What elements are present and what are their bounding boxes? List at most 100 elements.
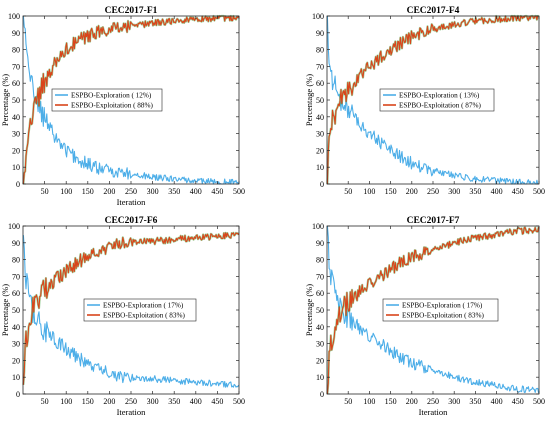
chart-panel-4: 0 10 20 30 40 50 60 70 80 90 100 50 100 150 200 250 300 3… [304, 216, 545, 417]
legend: ESPBO-Exploration ( 17%) ESPBO-Exploitati… [382, 298, 499, 322]
x-tick-label: 400 [190, 397, 202, 406]
series-line-exploration [22, 235, 240, 388]
x-tick-label: 350 [469, 187, 481, 196]
x-tick-label: 100 [60, 397, 72, 406]
y-tick-label: 70 [12, 272, 20, 281]
x-tick-label: 50 [41, 397, 49, 406]
y-tick-label: 40 [316, 113, 324, 122]
y-tick-label: 40 [12, 113, 20, 122]
x-tick-label: 300 [448, 187, 460, 196]
y-tick-label: 0 [320, 390, 324, 399]
legend: ESPBO-Exploration ( 13%) ESPBO-Exploitati… [379, 88, 495, 112]
legend: ESPBO-Exploration ( 17%) ESPBO-Exploitati… [83, 298, 197, 322]
x-tick-label: 200 [103, 397, 115, 406]
series-line-exploitation [326, 15, 539, 185]
legend-label-exploitation: ESPBO-Exploitation ( 83%) [402, 312, 484, 320]
y-tick-label: 50 [316, 96, 324, 105]
y-tick-label: 40 [12, 323, 20, 332]
x-axis-label: Iteration [419, 407, 449, 417]
legend-label-exploitation: ESPBO-Exploitation ( 87%) [399, 102, 481, 110]
y-tick-label: 100 [8, 222, 20, 231]
x-tick-label: 400 [491, 397, 503, 406]
legend-label-exploration: ESPBO-Exploration ( 17%) [103, 302, 184, 310]
chart-title: CEC2017-F4 [407, 6, 460, 16]
x-tick-label: 150 [82, 187, 94, 196]
y-tick-label: 50 [12, 306, 20, 315]
x-tick-label: 450 [211, 187, 223, 196]
legend-box [379, 88, 495, 112]
y-tick-label: 60 [316, 79, 324, 88]
x-axis-label: Iteration [117, 407, 147, 417]
y-tick-label: 40 [316, 323, 324, 332]
legend-box [83, 298, 197, 322]
chart-title: CEC2017-F7 [407, 216, 460, 226]
y-tick-label: 30 [12, 340, 20, 349]
y-tick-label: 50 [316, 306, 324, 315]
y-tick-label: 30 [316, 340, 324, 349]
x-tick-label: 450 [512, 187, 524, 196]
y-tick-label: 60 [12, 79, 20, 88]
y-tick-label: 0 [320, 180, 324, 189]
chart-panel-1: 0 10 20 30 40 50 60 70 80 90 100 50 100 150 200 250 300 3… [0, 6, 245, 207]
y-tick-label: 10 [316, 373, 324, 382]
y-tick-label: 100 [312, 222, 324, 231]
chart-panel-2: 0 10 20 30 40 50 60 70 80 90 100 50 100 150 200 250 300 3… [304, 6, 545, 196]
y-axis-label: Percentage (%) [0, 74, 10, 126]
legend-label-exploitation: ESPBO-Exploitation ( 88%) [71, 102, 153, 110]
y-tick-label: 20 [316, 356, 324, 365]
x-tick-label: 100 [60, 187, 72, 196]
series-line-exploration [326, 225, 540, 394]
y-tick-label: 70 [316, 62, 324, 71]
legend: ESPBO-Exploration ( 12%) ESPBO-Exploitati… [51, 88, 163, 112]
y-tick-label: 70 [316, 272, 324, 281]
x-tick-label: 150 [82, 397, 94, 406]
legend-label-exploration: ESPBO-Exploration ( 17%) [402, 302, 483, 310]
y-axis-label: Percentage (%) [304, 284, 314, 336]
y-tick-label: 70 [12, 62, 20, 71]
series-line-exploitation [22, 15, 240, 185]
y-tick-label: 20 [12, 356, 20, 365]
x-tick-label: 50 [344, 187, 352, 196]
x-tick-label: 200 [103, 187, 115, 196]
chart-title: CEC2017-F6 [105, 216, 158, 226]
y-tick-label: 0 [16, 390, 20, 399]
series-line-exploitation [22, 232, 240, 385]
y-tick-label: 10 [316, 163, 324, 172]
y-tick-label: 10 [12, 163, 20, 172]
y-tick-label: 100 [8, 12, 20, 21]
y-tick-label: 100 [312, 12, 324, 21]
x-tick-label: 100 [363, 187, 375, 196]
y-tick-label: 80 [12, 46, 20, 55]
x-tick-label: 350 [168, 397, 180, 406]
x-tick-label: 350 [469, 397, 481, 406]
x-axis-label: Iteration [117, 197, 147, 207]
y-tick-label: 90 [12, 29, 20, 38]
chart-panel-3: 0 10 20 30 40 50 60 70 80 90 100 50 100 150 200 250 300 3… [0, 216, 245, 417]
y-tick-label: 80 [12, 256, 20, 265]
x-tick-label: 500 [533, 397, 545, 406]
y-tick-label: 90 [316, 239, 324, 248]
y-tick-label: 20 [316, 146, 324, 155]
series-line-exploration [22, 15, 240, 185]
y-axis-label: Percentage (%) [0, 284, 10, 336]
legend-label-exploration: ESPBO-Exploration ( 12%) [71, 92, 152, 100]
x-tick-label: 300 [147, 187, 159, 196]
y-tick-label: 0 [16, 180, 20, 189]
x-tick-label: 250 [125, 397, 137, 406]
series-line-exploration [326, 15, 539, 185]
y-tick-label: 90 [12, 239, 20, 248]
x-tick-label: 200 [406, 397, 418, 406]
x-tick-label: 250 [427, 187, 439, 196]
y-axis-label: Percentage (%) [304, 74, 314, 126]
x-tick-label: 400 [491, 187, 503, 196]
legend-label-exploration: ESPBO-Exploration ( 13%) [399, 92, 480, 100]
series-line-exploitation [326, 226, 540, 395]
y-tick-label: 90 [316, 29, 324, 38]
x-tick-label: 150 [385, 187, 397, 196]
y-tick-label: 60 [12, 289, 20, 298]
y-tick-label: 20 [12, 146, 20, 155]
x-tick-label: 400 [190, 187, 202, 196]
x-tick-label: 250 [427, 397, 439, 406]
x-tick-label: 50 [41, 187, 49, 196]
